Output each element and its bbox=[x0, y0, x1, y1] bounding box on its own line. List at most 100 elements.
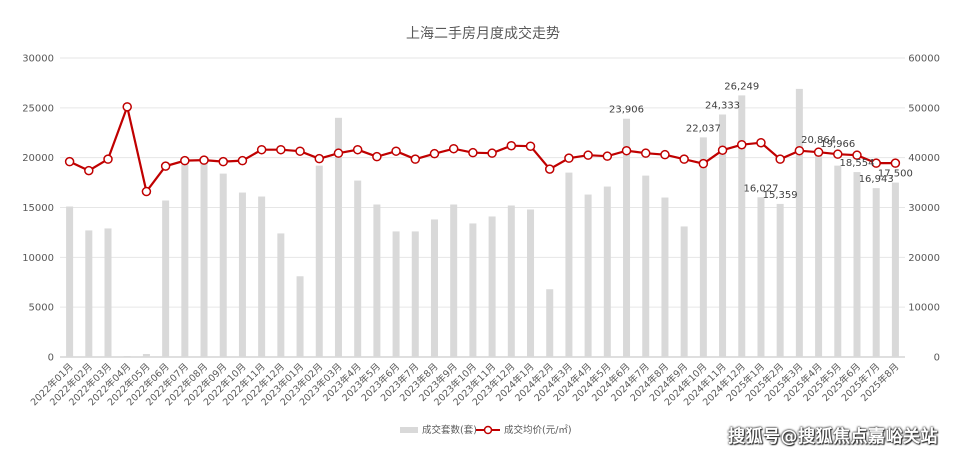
bar bbox=[680, 226, 688, 357]
bar-data-label: 18,554 bbox=[839, 158, 874, 169]
bar bbox=[546, 289, 554, 357]
line-point bbox=[160, 161, 171, 171]
line-point bbox=[679, 154, 689, 164]
bar bbox=[334, 117, 342, 357]
line-data-label: 19,966 bbox=[820, 139, 855, 150]
bar bbox=[258, 196, 266, 357]
bar bbox=[661, 197, 669, 357]
bar bbox=[469, 223, 477, 357]
line-point bbox=[564, 153, 574, 163]
line-point bbox=[314, 153, 325, 164]
bar bbox=[776, 203, 784, 357]
line-point bbox=[391, 146, 401, 156]
y-left-tick-label: 5000 bbox=[29, 303, 54, 314]
bar-data-label: 22,037 bbox=[686, 123, 721, 134]
bar bbox=[719, 114, 727, 357]
bar bbox=[834, 165, 842, 357]
y-right-tick-label: 20000 bbox=[908, 253, 940, 264]
line-point bbox=[199, 155, 209, 165]
bar bbox=[584, 194, 592, 357]
watermark: 搜狐号@搜狐焦点嘉峪关站 bbox=[728, 427, 938, 447]
line-series bbox=[64, 102, 901, 197]
bar bbox=[200, 162, 208, 357]
line-point bbox=[794, 145, 805, 156]
y-left-tick-label: 0 bbox=[48, 353, 54, 364]
line-point bbox=[602, 151, 613, 161]
bar bbox=[450, 204, 458, 357]
line-point bbox=[276, 144, 286, 155]
line-point bbox=[487, 148, 497, 158]
y-right-tick-label: 0 bbox=[934, 353, 940, 364]
bar bbox=[430, 219, 438, 357]
legend-line-label: 成交均价(元/㎡) bbox=[504, 424, 572, 436]
line-point bbox=[852, 150, 862, 160]
bar bbox=[85, 230, 93, 357]
line-point bbox=[525, 141, 536, 151]
bar-data-label: 24,333 bbox=[705, 100, 740, 111]
bar-data-label: 17,500 bbox=[878, 169, 913, 180]
bar bbox=[123, 356, 131, 357]
bar-series bbox=[66, 88, 899, 358]
legend-line-marker bbox=[483, 425, 493, 435]
line-point bbox=[84, 165, 94, 176]
line-point bbox=[141, 186, 152, 197]
bar bbox=[527, 209, 535, 357]
bar bbox=[815, 149, 823, 357]
line-point bbox=[544, 164, 555, 174]
left-axis: 0 5000 10000 15000 20000 25000 30000 bbox=[22, 54, 54, 364]
line-point bbox=[698, 158, 709, 169]
bar bbox=[315, 165, 323, 357]
bar-data-label: 20,864 bbox=[801, 135, 836, 146]
y-right-tick-label: 50000 bbox=[908, 103, 940, 114]
y-left-tick-label: 30000 bbox=[22, 54, 54, 65]
x-axis: 2022年01月2022年02月2022年03月2022年04月2022年05月… bbox=[28, 361, 901, 409]
bar bbox=[277, 233, 285, 357]
bar bbox=[623, 118, 631, 357]
bar-data-label: 26,249 bbox=[724, 81, 759, 92]
line-point bbox=[640, 148, 651, 158]
bar bbox=[853, 172, 861, 357]
bar bbox=[354, 180, 362, 357]
bar bbox=[891, 182, 899, 357]
bar bbox=[872, 188, 880, 357]
bar bbox=[757, 197, 765, 357]
y-right-tick-label: 30000 bbox=[908, 203, 940, 214]
line-point bbox=[737, 139, 747, 150]
bar-data-label: 23,906 bbox=[609, 105, 644, 116]
line-point bbox=[103, 154, 113, 164]
bar bbox=[296, 276, 304, 357]
bar-data-label: 15,359 bbox=[763, 190, 798, 201]
legend-bar-label: 成交套数(套) bbox=[422, 424, 477, 436]
bar bbox=[795, 88, 803, 357]
bar bbox=[603, 186, 611, 357]
line-point bbox=[295, 146, 305, 156]
bar bbox=[488, 216, 496, 357]
bar bbox=[238, 192, 246, 357]
bar bbox=[411, 231, 419, 357]
legend: 成交套数(套) 成交均价(元/㎡) bbox=[400, 424, 572, 436]
line-point bbox=[775, 154, 785, 164]
line-point bbox=[237, 155, 248, 166]
line-point bbox=[660, 149, 670, 160]
right-axis: 0 10000 20000 30000 40000 50000 60000 bbox=[908, 54, 940, 364]
line-point bbox=[871, 158, 881, 168]
bar bbox=[142, 354, 150, 357]
bar bbox=[219, 173, 227, 357]
line-point bbox=[756, 137, 766, 148]
y-right-tick-label: 40000 bbox=[908, 153, 940, 164]
y-right-tick-label: 60000 bbox=[908, 54, 940, 65]
bar bbox=[392, 231, 400, 357]
bar bbox=[507, 205, 515, 357]
line-point bbox=[833, 149, 843, 159]
line-point bbox=[429, 148, 440, 159]
bar bbox=[162, 200, 170, 357]
bar bbox=[565, 172, 573, 357]
line-point bbox=[621, 145, 632, 156]
line-point bbox=[448, 143, 459, 154]
y-left-tick-label: 20000 bbox=[22, 153, 54, 164]
bar-data-label: 16,943 bbox=[859, 174, 894, 185]
y-right-tick-label: 10000 bbox=[908, 303, 940, 314]
bar bbox=[373, 204, 381, 357]
bar bbox=[66, 206, 74, 357]
